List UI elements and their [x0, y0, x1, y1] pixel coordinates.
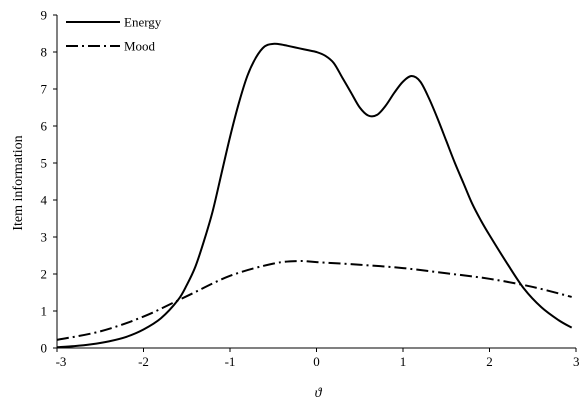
y-tick-label: 0	[41, 341, 48, 356]
x-tick-label: 3	[573, 354, 580, 369]
y-tick-label: 3	[41, 230, 48, 245]
series-layer	[56, 42, 573, 349]
x-tick-label: -1	[225, 354, 236, 369]
y-ticks: 0 1 2 3 4 5 6 7 8 9	[41, 8, 57, 356]
x-tick-label: 0	[313, 354, 320, 369]
x-ticks: -3 -2 -1 0 1 2 3	[56, 348, 580, 369]
y-tick-label: 4	[41, 193, 48, 208]
y-tick-label: 9	[41, 8, 48, 23]
series-line-energy	[56, 42, 573, 349]
y-tick-label: 1	[41, 304, 48, 319]
legend: Energy Mood	[66, 15, 162, 54]
x-tick-label: 2	[486, 354, 493, 369]
y-tick-label: 8	[41, 45, 48, 60]
axes: 0 1 2 3 4 5 6 7 8 9 -3 -2 -1 0 1 2 3	[41, 8, 580, 370]
y-tick-label: 5	[41, 156, 48, 171]
x-tick-label: -3	[56, 354, 67, 369]
y-tick-label: 7	[41, 82, 48, 97]
x-tick-label: -2	[138, 354, 149, 369]
y-tick-label: 6	[41, 119, 48, 134]
legend-label-mood: Mood	[124, 39, 156, 54]
series-line-mood	[56, 260, 572, 341]
y-axis-title: Item information	[11, 135, 26, 230]
x-axis-title: ϑ	[315, 386, 323, 401]
legend-label-energy: Energy	[124, 15, 162, 30]
x-tick-label: 1	[400, 354, 407, 369]
y-tick-label: 2	[41, 267, 48, 282]
